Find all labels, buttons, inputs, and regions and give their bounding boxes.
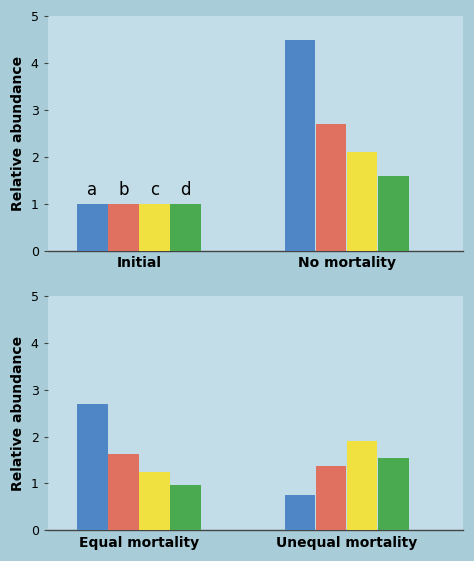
- Text: a: a: [87, 181, 97, 199]
- Bar: [285, 495, 315, 530]
- Bar: [108, 454, 139, 530]
- Bar: [171, 204, 201, 251]
- Bar: [139, 204, 170, 251]
- Bar: [316, 124, 346, 251]
- Bar: [171, 485, 201, 530]
- Text: c: c: [150, 181, 159, 199]
- Bar: [285, 40, 315, 251]
- Bar: [77, 404, 108, 530]
- Bar: [139, 472, 170, 530]
- Y-axis label: Relative abundance: Relative abundance: [11, 56, 25, 211]
- Bar: [378, 458, 409, 530]
- Y-axis label: Relative abundance: Relative abundance: [11, 335, 25, 491]
- Text: b: b: [118, 181, 129, 199]
- Bar: [77, 204, 108, 251]
- Bar: [347, 442, 377, 530]
- Bar: [108, 204, 139, 251]
- Bar: [347, 152, 377, 251]
- Bar: [378, 176, 409, 251]
- Text: d: d: [181, 181, 191, 199]
- Bar: [316, 466, 346, 530]
